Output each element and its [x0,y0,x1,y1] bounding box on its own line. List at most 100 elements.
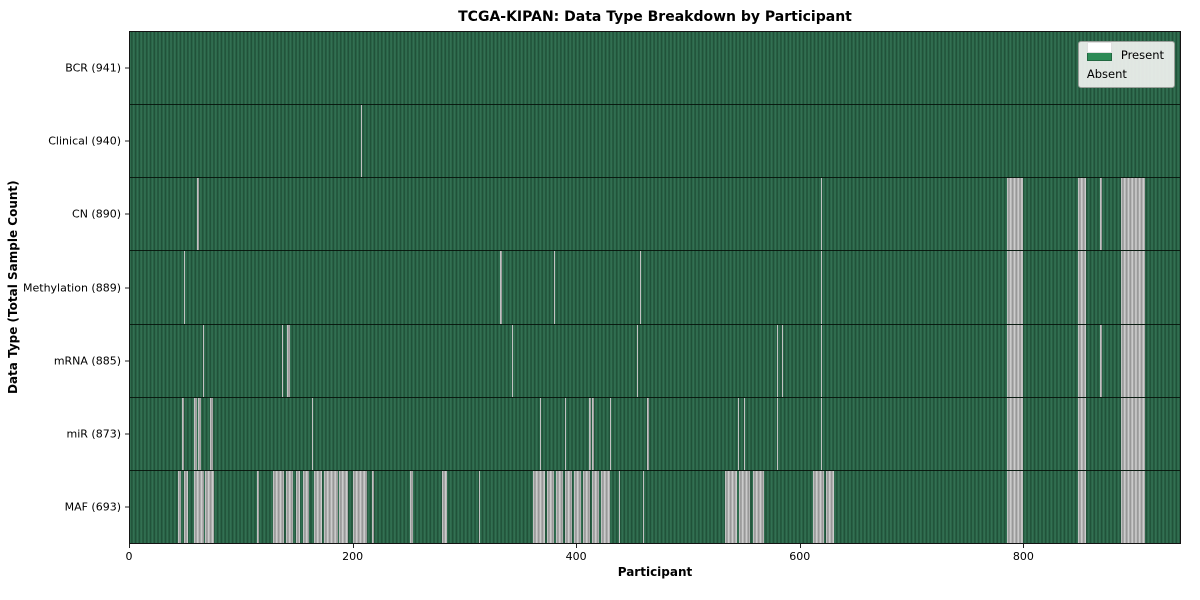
chart-title: TCGA-KIPAN: Data Type Breakdown by Parti… [458,9,852,25]
absent-stripe [812,470,825,543]
absent-stripe [1120,324,1146,397]
heatmap-row-clinical [130,105,1180,179]
absent-stripe [646,397,649,470]
absent-stripe [1099,178,1102,251]
absent-stripe [609,397,611,470]
absent-stripe [1078,324,1087,397]
plot-rows [130,32,1180,543]
absent-stripe [1120,470,1146,543]
absent-stripe [372,470,375,543]
absent-stripe [1078,178,1087,251]
absent-stripe [591,397,595,470]
y-tick-mark [125,213,129,215]
absent-stripe [198,397,202,470]
heatmap-row-cn [130,178,1180,252]
absent-stripe [338,470,348,543]
x-tick-marks: 0 200 400 600 800 [125,544,1181,568]
x-tick-mark [1023,544,1025,548]
y-tick-label-mrna: mRNA (885) [53,354,121,368]
absent-stripe [1078,470,1087,543]
plot-area: Present Absent [129,31,1181,544]
y-tick-mark [125,140,129,142]
absent-stripe [820,178,822,251]
x-tick-mark [129,544,130,548]
y-tick-label-clinical: Clinical (940) [48,134,121,148]
absent-stripe [353,470,367,543]
absent-stripe [565,397,567,470]
legend-absent-label: Absent [1086,67,1127,81]
absent-stripe [554,251,556,324]
absent-stripe [196,178,200,251]
heatmap-row-mir [130,397,1180,471]
absent-stripe [286,470,293,543]
x-tick-label-600: 600 [789,550,811,563]
x-tick-mark [352,544,354,548]
y-tick-mark [125,506,129,508]
absent-stripe [591,470,599,543]
absent-stripe [1099,324,1102,397]
absent-stripe [565,470,572,543]
absent-stripe [360,105,363,178]
absent-stripe [820,397,822,470]
x-tick-mark [576,544,578,548]
absent-stripe [781,324,783,397]
absent-stripe [556,470,563,543]
absent-stripe [1007,397,1023,470]
absent-stripe [539,397,541,470]
absent-stripe [1007,251,1023,324]
legend-present-label: Present [1120,48,1164,62]
heatmap-row-mrna [130,324,1180,398]
absent-stripe [257,470,260,543]
y-tick-label-maf: MAF (693) [64,500,121,514]
absent-stripe [314,470,322,543]
absent-stripe [1007,470,1023,543]
absent-stripe [281,324,283,397]
absent-stripe [547,470,554,543]
absent-stripe [739,470,751,543]
absent-stripe [532,470,546,543]
x-tick-label-400: 400 [565,550,587,563]
absent-stripe [210,397,213,470]
absent-stripe [442,470,447,543]
absent-stripe [1007,324,1023,397]
y-tick-labels: BCR (941) Clinical (940) CN (890) Methylati… [0,31,123,544]
absent-stripe [193,397,197,470]
legend-item-absent: Absent [1086,42,1164,81]
absent-stripe [1120,178,1146,251]
y-tick-mark [125,67,129,69]
absent-stripe [302,470,309,543]
absent-stripe [287,324,290,397]
absent-stripe [272,470,284,543]
absent-stripe [820,251,822,324]
heatmap-row-bcr [130,32,1180,106]
x-axis-title: Participant [617,565,693,579]
absent-stripe [743,397,745,470]
absent-stripe [202,324,204,397]
absent-stripe [410,470,414,543]
absent-stripe [311,397,314,470]
absent-stripe [1120,397,1146,470]
x-tick-label-0: 0 [125,550,133,563]
absent-stripe [826,470,835,543]
absent-stripe [574,470,581,543]
absent-stripe [752,470,764,543]
y-tick-mark [125,287,129,288]
absent-stripe [1078,251,1087,324]
absent-stripe [639,251,642,324]
absent-stripe [1007,178,1023,251]
absent-stripe [820,324,822,397]
absent-stripe [600,470,610,543]
legend: Present Absent [1077,41,1175,88]
y-tick-label-cn: CN (890) [72,207,121,221]
absent-stripe [511,324,513,397]
y-tick-label-methylation: Methylation (889) [23,281,121,294]
y-tick-label-bcr: BCR (941) [65,61,121,75]
absent-stripe [583,470,590,543]
absent-stripe [1120,251,1146,324]
absent-stripe [182,397,184,470]
absent-stripe [177,470,182,543]
absent-stripe [500,251,502,324]
x-tick-mark [799,544,801,548]
absent-stripe [183,251,185,324]
y-tick-mark [125,433,129,435]
